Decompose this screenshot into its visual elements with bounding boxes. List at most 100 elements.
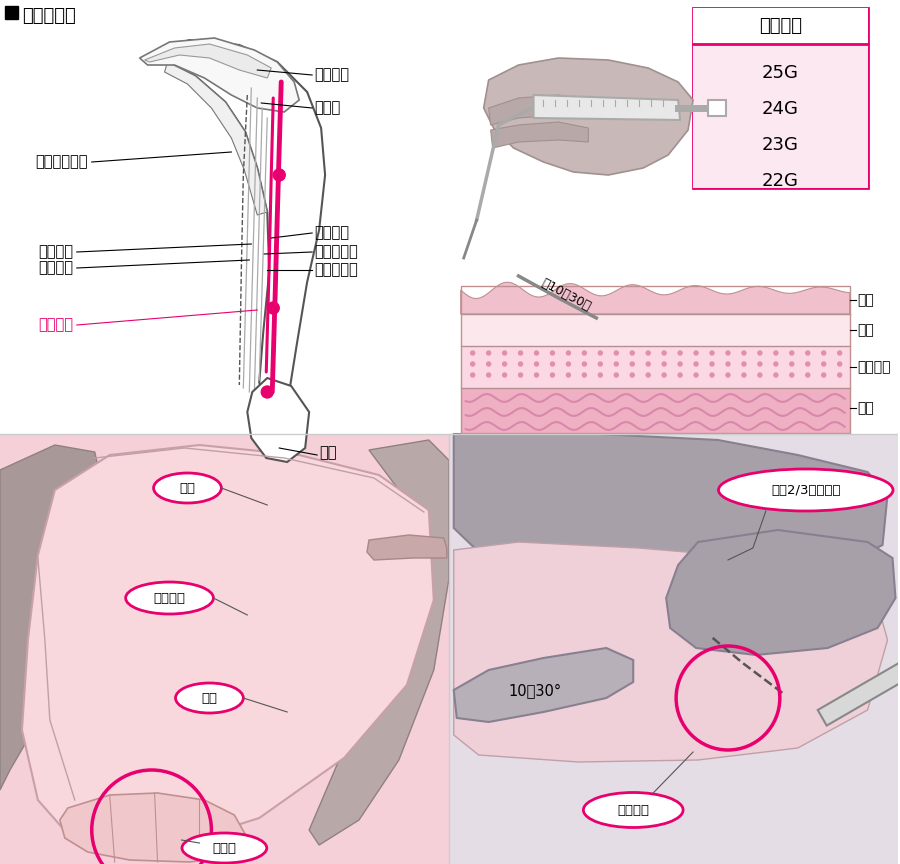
- Circle shape: [758, 351, 762, 355]
- Circle shape: [662, 351, 666, 355]
- Circle shape: [694, 351, 698, 355]
- Circle shape: [742, 351, 746, 355]
- Circle shape: [518, 373, 523, 377]
- Circle shape: [774, 373, 778, 377]
- Circle shape: [615, 373, 618, 377]
- Circle shape: [806, 351, 810, 355]
- Circle shape: [598, 373, 602, 377]
- Circle shape: [630, 351, 634, 355]
- Circle shape: [487, 373, 491, 377]
- Circle shape: [566, 362, 571, 366]
- Text: 約10～30度: 約10～30度: [538, 276, 592, 313]
- Polygon shape: [145, 44, 271, 78]
- Circle shape: [694, 362, 698, 366]
- Circle shape: [758, 373, 762, 377]
- Circle shape: [566, 373, 571, 377]
- Circle shape: [790, 373, 794, 377]
- Text: 肘頭: 肘頭: [179, 481, 195, 494]
- Circle shape: [598, 351, 602, 355]
- Ellipse shape: [154, 473, 221, 503]
- Circle shape: [551, 362, 554, 366]
- Circle shape: [615, 362, 618, 366]
- Circle shape: [726, 373, 730, 377]
- Bar: [693, 44, 868, 188]
- Bar: [693, 8, 868, 44]
- Text: 固定する: 固定する: [617, 804, 649, 816]
- Text: 肘頭: 肘頭: [320, 446, 337, 461]
- Circle shape: [838, 362, 842, 366]
- Bar: [708, 100, 726, 116]
- Polygon shape: [818, 655, 900, 726]
- Text: 注射部位: 注射部位: [38, 317, 73, 333]
- Polygon shape: [309, 440, 449, 845]
- Circle shape: [630, 362, 634, 366]
- Circle shape: [566, 351, 571, 355]
- Text: 上腕動脈: 上腕動脈: [314, 226, 349, 240]
- Text: 針の太さ: 針の太さ: [759, 17, 802, 35]
- Polygon shape: [534, 95, 680, 120]
- Polygon shape: [489, 95, 589, 125]
- Circle shape: [742, 362, 746, 366]
- Circle shape: [582, 351, 587, 355]
- Circle shape: [471, 373, 474, 377]
- Ellipse shape: [182, 833, 266, 863]
- Text: 肘頭: 肘頭: [202, 691, 218, 704]
- Circle shape: [582, 362, 587, 366]
- Text: 腋窩神経: 腋窩神経: [38, 245, 73, 259]
- Circle shape: [662, 373, 666, 377]
- Bar: [449, 434, 897, 864]
- Circle shape: [518, 351, 523, 355]
- Text: 上腕骨頭: 上腕骨頭: [314, 67, 349, 82]
- Circle shape: [471, 351, 474, 355]
- Circle shape: [774, 351, 778, 355]
- Ellipse shape: [718, 469, 893, 511]
- Circle shape: [710, 362, 714, 366]
- Circle shape: [726, 362, 730, 366]
- Polygon shape: [22, 445, 434, 848]
- Circle shape: [822, 362, 825, 366]
- Circle shape: [662, 362, 666, 366]
- Bar: [461, 286, 850, 433]
- Polygon shape: [454, 648, 634, 722]
- Circle shape: [502, 373, 507, 377]
- Polygon shape: [367, 535, 446, 560]
- Circle shape: [838, 351, 842, 355]
- Text: 上腕三頭筋: 上腕三頭筋: [314, 245, 358, 259]
- Circle shape: [790, 351, 794, 355]
- Circle shape: [535, 351, 538, 355]
- Text: 表皮: 表皮: [858, 293, 875, 307]
- Text: 筋層: 筋層: [858, 401, 875, 415]
- Circle shape: [630, 373, 634, 377]
- Circle shape: [615, 351, 618, 355]
- Polygon shape: [165, 62, 267, 215]
- Text: 上腕伸側部: 上腕伸側部: [22, 7, 76, 25]
- Text: 三角筋: 三角筋: [314, 100, 340, 116]
- Text: 真皮: 真皮: [858, 323, 875, 337]
- Circle shape: [678, 362, 682, 366]
- Circle shape: [551, 373, 554, 377]
- Circle shape: [758, 362, 762, 366]
- Ellipse shape: [583, 792, 683, 828]
- Text: 針を2/3程度挿入: 針を2/3程度挿入: [771, 484, 841, 497]
- Circle shape: [694, 373, 698, 377]
- Text: 上腕回旋動脈: 上腕回旋動脈: [35, 155, 88, 169]
- Text: 上腕深動脈: 上腕深動脈: [314, 263, 358, 277]
- Text: 25G: 25G: [762, 64, 799, 82]
- Text: 皮下組織: 皮下組織: [858, 360, 891, 374]
- Polygon shape: [454, 434, 887, 578]
- Circle shape: [742, 373, 746, 377]
- Circle shape: [726, 351, 730, 355]
- Circle shape: [806, 362, 810, 366]
- Text: 23G: 23G: [762, 136, 799, 154]
- Circle shape: [822, 373, 825, 377]
- Ellipse shape: [126, 582, 213, 614]
- Bar: [0, 434, 449, 864]
- Circle shape: [646, 362, 650, 366]
- Circle shape: [261, 386, 274, 398]
- Circle shape: [274, 169, 285, 181]
- Text: 注射部位: 注射部位: [154, 592, 185, 605]
- Circle shape: [582, 373, 587, 377]
- Text: 22G: 22G: [762, 172, 799, 190]
- Circle shape: [710, 351, 714, 355]
- Bar: [461, 388, 850, 433]
